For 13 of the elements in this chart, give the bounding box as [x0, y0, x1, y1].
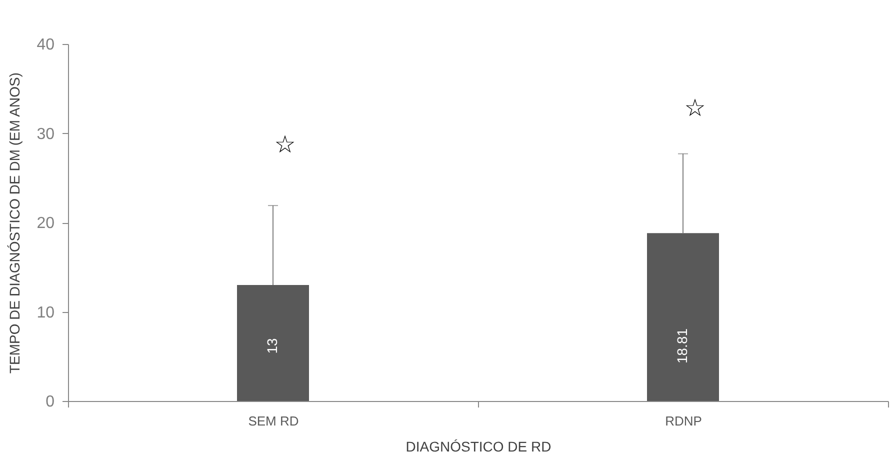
data-label: 13 [264, 338, 280, 354]
y-tick-label: 10 [36, 304, 55, 322]
y-tick-label: 0 [46, 394, 55, 410]
data-label: 18.81 [674, 328, 690, 364]
y-tick-label: 20 [36, 215, 55, 232]
y-axis-title: TEMPO DE DIAGNÓSTICO DE DM (EM ANOS) [6, 72, 23, 374]
y-tick-label: 30 [36, 126, 55, 143]
x-axis-title: DIAGNÓSTICO DE RD [406, 438, 552, 454]
annotation: ☆ [684, 94, 706, 122]
annotation: ☆ [274, 130, 296, 159]
x-tick-label: RDNP [665, 414, 702, 428]
y-tick-label: 40 [36, 36, 55, 54]
x-tick-label: SEM RD [248, 414, 299, 428]
